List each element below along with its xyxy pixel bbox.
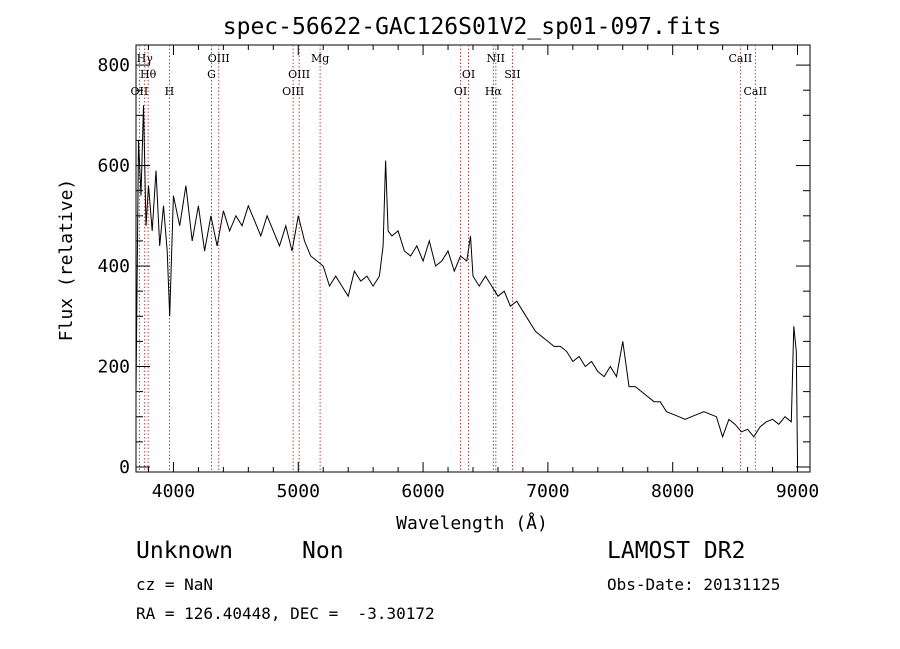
spectral-line-label: NII xyxy=(487,52,505,65)
object-class: Unknown xyxy=(136,538,233,564)
spectral-line-label: Hθ xyxy=(140,68,157,81)
spectral-line-label: OIII xyxy=(208,52,230,65)
y-tick-label: 400 xyxy=(97,256,130,277)
spectral-line-label: OI xyxy=(454,85,467,98)
object-subclass: Non xyxy=(302,538,344,564)
y-tick-label: 0 xyxy=(119,457,130,478)
x-tick-label: 7000 xyxy=(526,481,569,502)
redshift-cz: cz = NaN xyxy=(136,575,214,594)
y-tick-label: 200 xyxy=(97,357,130,378)
x-tick-label: 8000 xyxy=(651,481,694,502)
spectrum-line xyxy=(135,105,798,463)
spectral-line-label: Mg xyxy=(311,52,329,65)
spectral-line-label: Hγ xyxy=(137,52,154,65)
spectral-line-label: G xyxy=(207,68,216,81)
spectral-line-label: OI xyxy=(462,68,475,81)
plot-frame xyxy=(135,44,811,473)
spectral-line-label: OIII xyxy=(288,68,310,81)
spectral-line-label: H xyxy=(165,85,175,98)
spectral-line-label: CaII xyxy=(729,52,753,65)
x-axis-label: Wavelength (Å) xyxy=(396,512,548,534)
ra-dec-coords: RA = 126.40448, DEC = -3.30172 xyxy=(136,604,435,623)
axis-ticks: 4000 5000 6000 7000 8000 9000 0 200 400 600 800 xyxy=(97,45,819,502)
spectral-line-label: SII xyxy=(504,68,520,81)
x-tick-label: 5000 xyxy=(277,481,320,502)
spectral-line-label: OIII xyxy=(282,85,304,98)
spectral-line-label: CaII xyxy=(743,85,767,98)
survey-name: LAMOST DR2 xyxy=(607,538,746,564)
x-tick-label: 6000 xyxy=(401,481,444,502)
x-tick-label: 9000 xyxy=(776,481,819,502)
y-tick-label: 800 xyxy=(97,55,130,76)
y-axis-label: Flux (relative) xyxy=(56,179,77,342)
obs-date: Obs-Date: 20131125 xyxy=(607,575,781,594)
spectral-line-markers: OIIHγHθHOIIIGOIIIOIIIMgOIOINIIHαSIICaIIC… xyxy=(131,45,767,472)
spectral-line-label: OII xyxy=(131,85,149,98)
y-tick-label: 600 xyxy=(97,156,130,177)
x-tick-label: 4000 xyxy=(152,481,195,502)
spectral-line-label: Hα xyxy=(485,85,503,98)
chart-title: spec-56622-GAC126S01V2_sp01-097.fits xyxy=(223,14,722,40)
